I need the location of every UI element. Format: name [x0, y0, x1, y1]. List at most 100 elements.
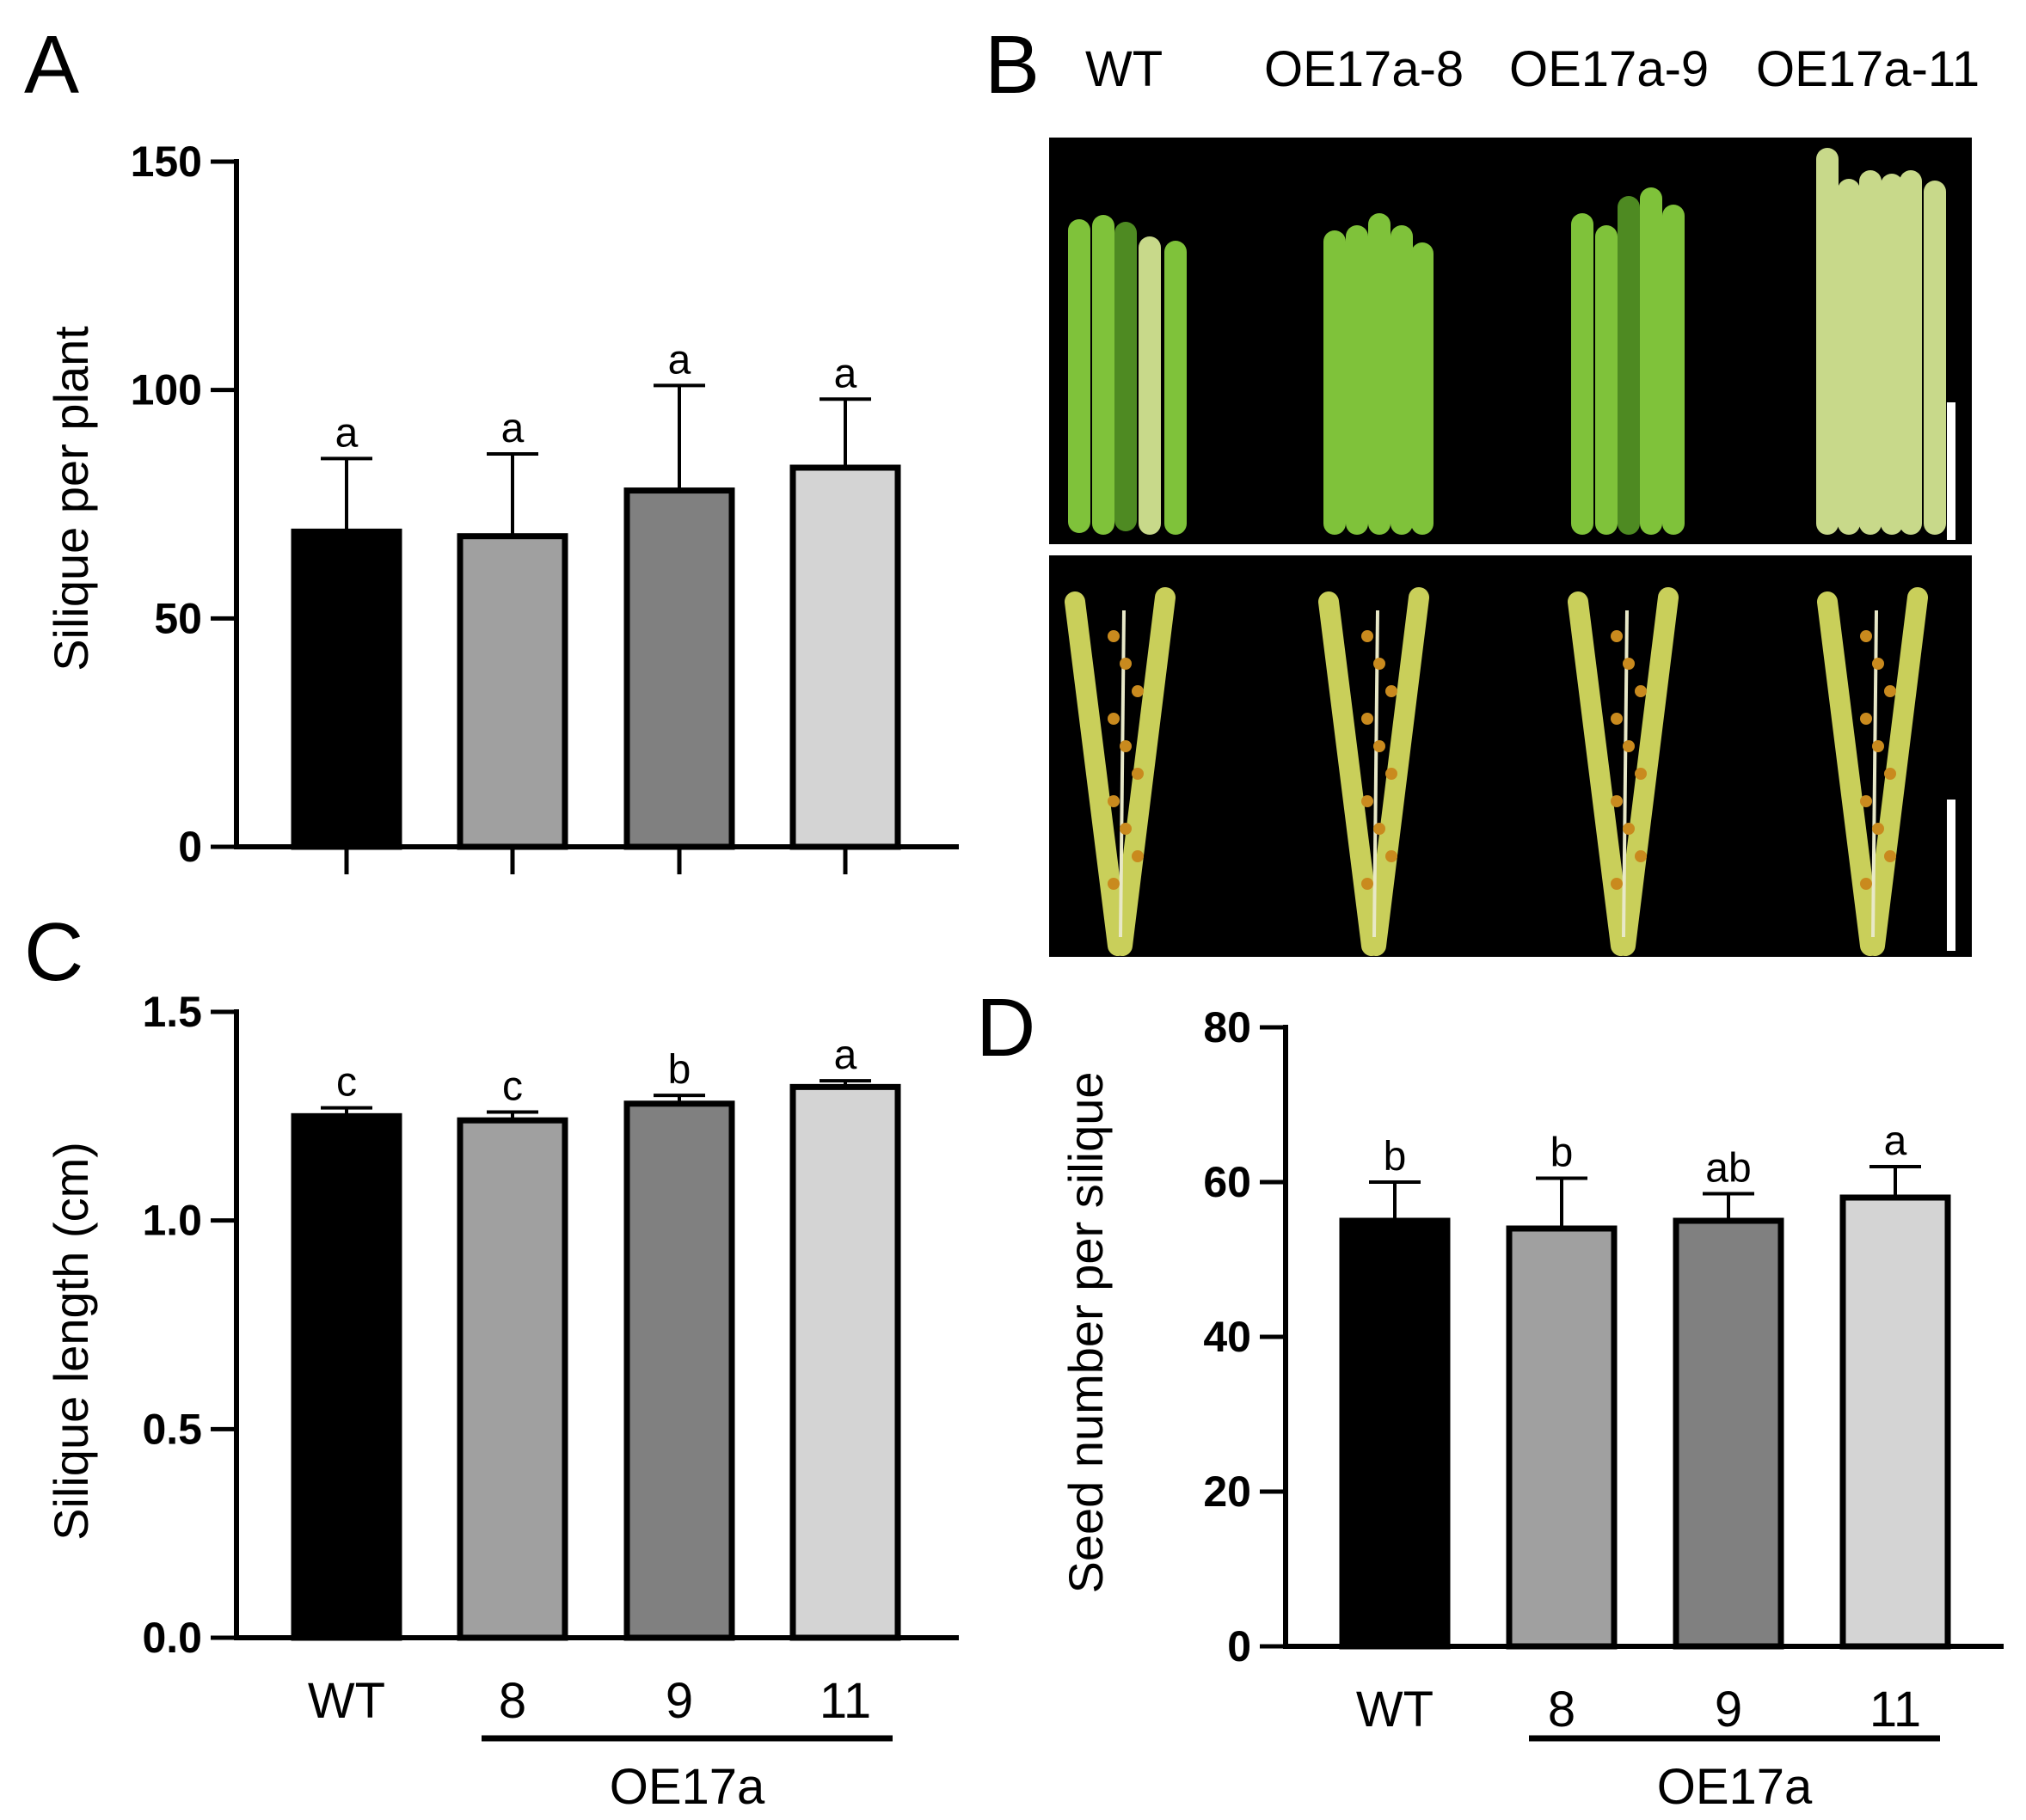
seed-1-3: [1361, 713, 1373, 725]
seed-3-3: [1860, 713, 1872, 725]
panel-label-a: A: [24, 19, 79, 111]
chart-a-y-tick-label-2: 100: [131, 366, 202, 414]
chart-d-category-labels: WT 8 9 11: [1356, 1682, 1921, 1737]
intact-silique-2-0: [1571, 213, 1593, 535]
chart-d-bars: [1339, 1194, 1951, 1650]
chart-d-axes: 0 20 40 60 80: [1203, 1003, 2004, 1670]
seed-3-0: [1860, 630, 1872, 642]
seed-0-9: [1108, 878, 1120, 890]
chart-c-bar-1: [457, 1117, 568, 1641]
seed-0-2: [1132, 685, 1144, 697]
seed-3-4: [1872, 740, 1884, 752]
chart-a-error-bar-3: [820, 397, 871, 468]
chart-d-group-bracket: OE17a: [1529, 1735, 1940, 1815]
chart-d-error-bar-1: [1536, 1176, 1587, 1229]
intact-silique-1-3: [1391, 225, 1413, 535]
seed-3-9: [1860, 878, 1872, 890]
chart-c-sig-letter-3: a: [834, 1033, 857, 1078]
chart-a: A Silique per plant a a a a 0 50 100 150: [24, 19, 959, 874]
intact-siliques: [1068, 148, 1946, 535]
seed-0-3: [1108, 713, 1120, 725]
chart-d-category-label-0: WT: [1356, 1682, 1434, 1737]
seed-1-8: [1385, 850, 1397, 862]
chart-d-y-tick-label-3: 60: [1203, 1158, 1251, 1206]
chart-c-bar-0: [291, 1112, 402, 1641]
chart-c-y-tick-label-2: 1.0: [142, 1197, 202, 1245]
chart-c-category-label-0: WT: [308, 1673, 385, 1729]
chart-d-category-label-1: 8: [1548, 1682, 1575, 1737]
seed-0-6: [1108, 795, 1120, 807]
chart-c-sig-letter-1: c: [502, 1063, 523, 1109]
seed-2-4: [1623, 740, 1635, 752]
chart-a-bar-3: [789, 464, 901, 850]
chart-d-sig-letter-3: a: [1884, 1118, 1907, 1164]
seed-2-8: [1635, 850, 1647, 862]
seed-3-8: [1884, 850, 1896, 862]
seed-1-1: [1373, 658, 1385, 670]
seed-1-4: [1373, 740, 1385, 752]
seed-0-4: [1120, 740, 1132, 752]
chart-c-bar-2: [623, 1100, 735, 1641]
seed-1-5: [1385, 768, 1397, 780]
intact-silique-0-3: [1139, 236, 1161, 535]
chart-d-significance: b b ab a: [1384, 1118, 1907, 1192]
seed-2-5: [1635, 768, 1647, 780]
seed-2-1: [1623, 658, 1635, 670]
seed-3-1: [1872, 658, 1884, 670]
panel-label-c: C: [24, 906, 83, 998]
intact-silique-3-4: [1900, 170, 1922, 535]
seed-3-6: [1860, 795, 1872, 807]
intact-silique-1-2: [1368, 213, 1391, 535]
chart-c-ylabel: Silique length (cm): [44, 1142, 98, 1541]
intact-silique-2-3: [1640, 187, 1662, 535]
chart-c-error-bars: [321, 1079, 871, 1121]
chart-c-error-bar-2: [654, 1094, 705, 1104]
photo-opened-siliques: [1049, 555, 1972, 957]
chart-a-bars: [291, 464, 901, 850]
chart-a-error-bar-1: [487, 452, 538, 536]
panel-b: B WT OE17a-8 OE17a-9 OE17a-11: [985, 19, 1980, 957]
panel-label-b: B: [985, 19, 1040, 111]
chart-a-axes: 0 50 100 150: [131, 138, 959, 874]
chart-d-bar-3: [1839, 1194, 1951, 1650]
chart-d: D Seed number per silique b b ab a 0 20 40 60 8…: [976, 982, 2004, 1815]
seed-2-2: [1635, 685, 1647, 697]
seed-2-9: [1611, 878, 1623, 890]
chart-c-category-label-3: 11: [820, 1673, 871, 1729]
seed-0-1: [1120, 658, 1132, 670]
chart-a-significance: a a a a: [335, 337, 857, 456]
intact-silique-3-3: [1881, 174, 1903, 535]
intact-silique-0-4: [1164, 241, 1187, 535]
chart-c-y-tick-label-3: 1.5: [142, 988, 202, 1036]
chart-d-bar-2: [1673, 1217, 1784, 1650]
intact-silique-1-1: [1346, 225, 1368, 535]
chart-c-group-label: OE17a: [610, 1759, 765, 1815]
chart-c-axes: 0.0 0.5 1.0 1.5: [142, 988, 959, 1662]
chart-d-sig-letter-1: b: [1550, 1131, 1574, 1176]
seed-1-0: [1361, 630, 1373, 642]
chart-c-sig-letter-2: b: [668, 1047, 691, 1093]
chart-d-group-label: OE17a: [1657, 1759, 1813, 1815]
chart-d-bar-1: [1506, 1225, 1618, 1650]
chart-d-error-bar-0: [1369, 1180, 1421, 1221]
chart-d-bar-0: [1339, 1217, 1451, 1650]
intact-silique-2-1: [1595, 225, 1618, 535]
chart-d-y-tick-label-1: 20: [1203, 1468, 1251, 1516]
chart-a-sig-letter-0: a: [335, 410, 359, 456]
opened-silique-1: [1318, 587, 1429, 956]
chart-c-group-bracket: OE17a: [482, 1735, 893, 1815]
seed-2-6: [1611, 795, 1623, 807]
chart-d-error-bar-2: [1703, 1192, 1754, 1221]
intact-silique-2-2: [1618, 196, 1640, 535]
intact-silique-0-0: [1068, 219, 1090, 533]
seed-0-8: [1132, 850, 1144, 862]
chart-c-category-labels: WT 8 9 11: [308, 1673, 871, 1729]
strain-label-oe17a-8: OE17a-8: [1264, 41, 1464, 97]
chart-a-y-tick-label-0: 0: [178, 823, 202, 871]
opened-siliques: [1065, 587, 1928, 956]
chart-c-sig-letter-0: c: [336, 1060, 357, 1106]
chart-a-ylabel: Silique per plant: [44, 326, 98, 671]
chart-d-sig-letter-0: b: [1384, 1134, 1407, 1180]
